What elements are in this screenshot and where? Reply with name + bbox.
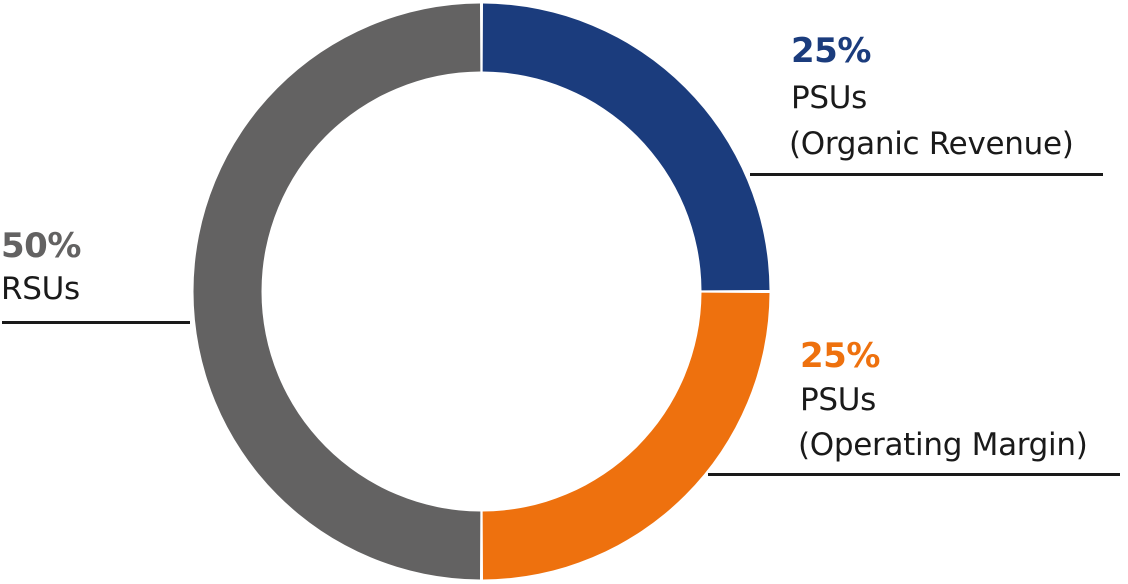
slice-rsus bbox=[193, 3, 481, 580]
slice-operating-margin bbox=[482, 292, 770, 580]
operating-margin-type: PSUs bbox=[800, 382, 877, 418]
operating-margin-metric: (Operating Margin) bbox=[798, 427, 1088, 463]
slice-organic-revenue bbox=[482, 3, 770, 291]
organic-revenue-percent: 25% bbox=[791, 31, 871, 71]
rsus-percent: 50% bbox=[1, 226, 81, 266]
organic-revenue-metric: (Organic Revenue) bbox=[789, 126, 1074, 162]
rsus-leader-line bbox=[2, 321, 190, 324]
operating-margin-leader-line bbox=[708, 473, 1120, 476]
operating-margin-percent: 25% bbox=[800, 336, 880, 376]
rsus-type: RSUs bbox=[1, 271, 80, 307]
organic-revenue-type: PSUs bbox=[791, 80, 868, 116]
organic-revenue-leader-line bbox=[750, 173, 1103, 176]
